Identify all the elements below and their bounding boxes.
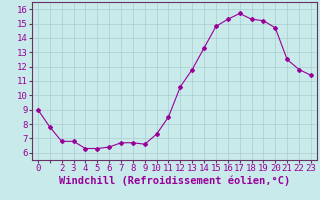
X-axis label: Windchill (Refroidissement éolien,°C): Windchill (Refroidissement éolien,°C) bbox=[59, 176, 290, 186]
